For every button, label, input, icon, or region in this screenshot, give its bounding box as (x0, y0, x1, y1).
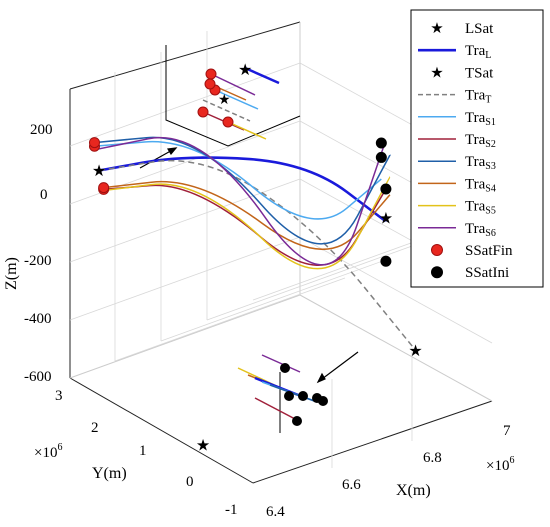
ssatini-marker (380, 255, 392, 267)
ssatini-marker (380, 183, 392, 195)
tsat-marker: ★ (408, 343, 422, 360)
legend-label: TraS3 (465, 154, 496, 172)
inset-ssatini-marker (298, 391, 308, 401)
legend-label: TSat (465, 65, 494, 81)
legend-label: TraS5 (465, 199, 496, 217)
legend-label: TraS6 (465, 221, 496, 239)
inset-traT (202, 99, 251, 122)
y-tick-label: 0 (186, 474, 194, 490)
legend-swatch: ★ (430, 21, 443, 37)
x-axis-label: X(m) (396, 482, 431, 499)
y-tick-label: 1 (139, 443, 147, 459)
legend-item-TraS1: TraS1 (418, 110, 496, 128)
ssatfin-marker (88, 137, 100, 149)
x-tick-label: 6.8 (423, 450, 442, 466)
legend-item-SSatFin: SSatFin (431, 243, 513, 259)
z-tick-label: -600 (24, 369, 52, 385)
inset-ssatini-marker (292, 416, 302, 426)
y-axis-label: Y(m) (92, 465, 127, 482)
inset-traS5 (227, 121, 267, 140)
x-axis-ticks: 6.4 6.6 6.8 7 (266, 423, 511, 520)
series-line-TraS3 (94, 136, 391, 245)
x-tick-label: 6.6 (342, 477, 361, 493)
z-tick-label: 0 (40, 187, 48, 203)
legend-item-TraS6: TraS6 (418, 221, 496, 239)
legend-label: SSatFin (465, 243, 513, 259)
z-axis-label: Z(m) (3, 257, 20, 290)
inset-traS6 (210, 73, 256, 96)
legend-item-TraS3: TraS3 (418, 154, 496, 172)
inset-bottom-content (237, 354, 328, 426)
z-axis-ticks: -600 -400 -200 0 200 (24, 122, 53, 385)
tsat-marker: ★ (92, 163, 106, 180)
inset-ssatini-marker (284, 391, 294, 401)
x-exponent-label: ×106 (486, 455, 514, 474)
inset-ssatfin-marker (197, 106, 209, 118)
legend-item-SSatIni: SSatIni (431, 265, 509, 281)
inset-traL (244, 66, 280, 85)
ssatfin-marker (98, 182, 110, 194)
inset-traS2 (254, 397, 298, 421)
legend-label: SSatIni (465, 265, 509, 281)
legend-item-TraL: TraL (418, 43, 491, 61)
series-line-TraS6 (94, 136, 387, 266)
tsat-floor-marker: ★ (196, 438, 210, 455)
legend-item-TSat: ★ TSat (430, 65, 494, 81)
x-tick-label: 6.4 (266, 504, 285, 520)
inset-traS1 (214, 89, 259, 110)
inset-tsat-marker: ★ (218, 93, 231, 108)
inset-ssatfin-marker (205, 68, 217, 80)
inset-ssatfin-marker (222, 116, 234, 128)
inset-traS6 (261, 354, 301, 373)
zoom-insets (165, 45, 301, 433)
legend-label: TraT (465, 88, 491, 106)
legend-label: TraS1 (465, 110, 496, 128)
legend-label: LSat (465, 21, 494, 37)
inset-top-content: ★ ★ (197, 62, 280, 140)
series-line-TraS1 (94, 140, 382, 220)
z-tick-label: 200 (30, 122, 53, 138)
ssatini-marker (375, 151, 387, 163)
y-exponent-label: ×106 (34, 442, 62, 461)
zoom-arrows (139, 147, 359, 384)
satellite-markers: ★ ★ ★ ★ (88, 137, 423, 455)
x-tick-label: 7 (503, 423, 511, 439)
z-tick-label: -400 (24, 311, 52, 327)
lsat-marker: ★ (379, 210, 393, 227)
trajectory-series (94, 136, 417, 351)
inset-ssatini-marker (280, 363, 290, 373)
ssatini-marker (375, 137, 387, 149)
y-tick-label: 2 (91, 420, 99, 436)
legend-box (410, 9, 544, 288)
inset-traS3 (269, 384, 318, 403)
legend-swatch (431, 266, 443, 279)
legend-label: TraL (465, 43, 491, 61)
legend-swatch (431, 244, 443, 256)
legend-item-LSat: ★ LSat (430, 21, 494, 37)
legend-item-TraS5: TraS5 (418, 199, 496, 217)
inset-ssatini-marker (318, 396, 328, 406)
legend-item-TraS2: TraS2 (418, 132, 496, 150)
y-tick-label: 3 (55, 388, 63, 404)
legend: ★ LSat TraL ★ TSat TraT TraS1 TraS2 TraS3 TraS4 Tr… (410, 9, 544, 288)
series-line-TraT (98, 159, 417, 351)
series-line-TraS5 (103, 176, 391, 270)
inset-lsat-marker: ★ (238, 62, 252, 79)
inset-ssatfin-marker (204, 78, 216, 90)
legend-item-TraS4: TraS4 (418, 176, 496, 194)
legend-swatch: ★ (430, 65, 443, 81)
legend-label: TraS4 (465, 176, 496, 194)
z-tick-label: -200 (24, 253, 52, 269)
y-axis-ticks: 3 2 1 0 -1 (55, 388, 238, 518)
axes-box (69, 21, 493, 484)
y-tick-label: -1 (225, 502, 238, 518)
legend-item-TraT: TraT (418, 88, 491, 106)
legend-label: TraS2 (465, 132, 496, 150)
